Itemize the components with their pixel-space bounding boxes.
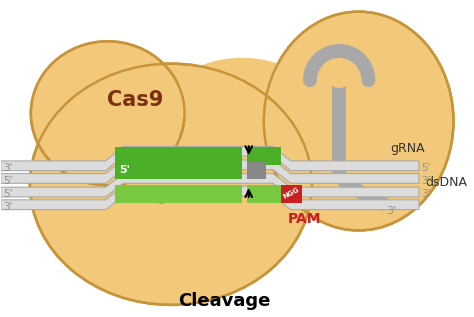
- Ellipse shape: [174, 58, 310, 136]
- FancyBboxPatch shape: [247, 147, 281, 165]
- Ellipse shape: [264, 12, 454, 230]
- Text: 3': 3': [421, 189, 430, 199]
- Circle shape: [326, 61, 353, 88]
- Polygon shape: [0, 160, 419, 183]
- Ellipse shape: [31, 41, 184, 185]
- Text: 5': 5': [4, 176, 13, 186]
- Text: Cas9: Cas9: [107, 90, 163, 110]
- Text: 3': 3': [386, 206, 396, 216]
- Text: NGG: NGG: [283, 186, 301, 200]
- FancyBboxPatch shape: [281, 185, 302, 203]
- Text: Cleavage: Cleavage: [178, 292, 271, 310]
- Text: PAM: PAM: [288, 211, 321, 225]
- Text: gRNA: gRNA: [390, 142, 424, 155]
- Text: 5': 5': [119, 165, 130, 175]
- Text: 3': 3': [4, 163, 13, 173]
- Ellipse shape: [213, 119, 310, 178]
- Text: Target: Target: [137, 191, 182, 204]
- FancyBboxPatch shape: [116, 162, 242, 179]
- Polygon shape: [0, 186, 419, 210]
- FancyBboxPatch shape: [247, 162, 266, 179]
- Ellipse shape: [30, 64, 312, 305]
- Ellipse shape: [108, 129, 185, 168]
- Text: dsDNA: dsDNA: [425, 176, 467, 189]
- Text: 5': 5': [421, 163, 430, 173]
- Text: 5': 5': [4, 189, 13, 199]
- FancyBboxPatch shape: [247, 185, 281, 203]
- Polygon shape: [0, 174, 419, 197]
- Polygon shape: [0, 146, 419, 171]
- FancyBboxPatch shape: [116, 147, 242, 165]
- FancyBboxPatch shape: [116, 185, 242, 203]
- Text: 3': 3': [421, 176, 430, 186]
- Text: 3': 3': [4, 202, 13, 212]
